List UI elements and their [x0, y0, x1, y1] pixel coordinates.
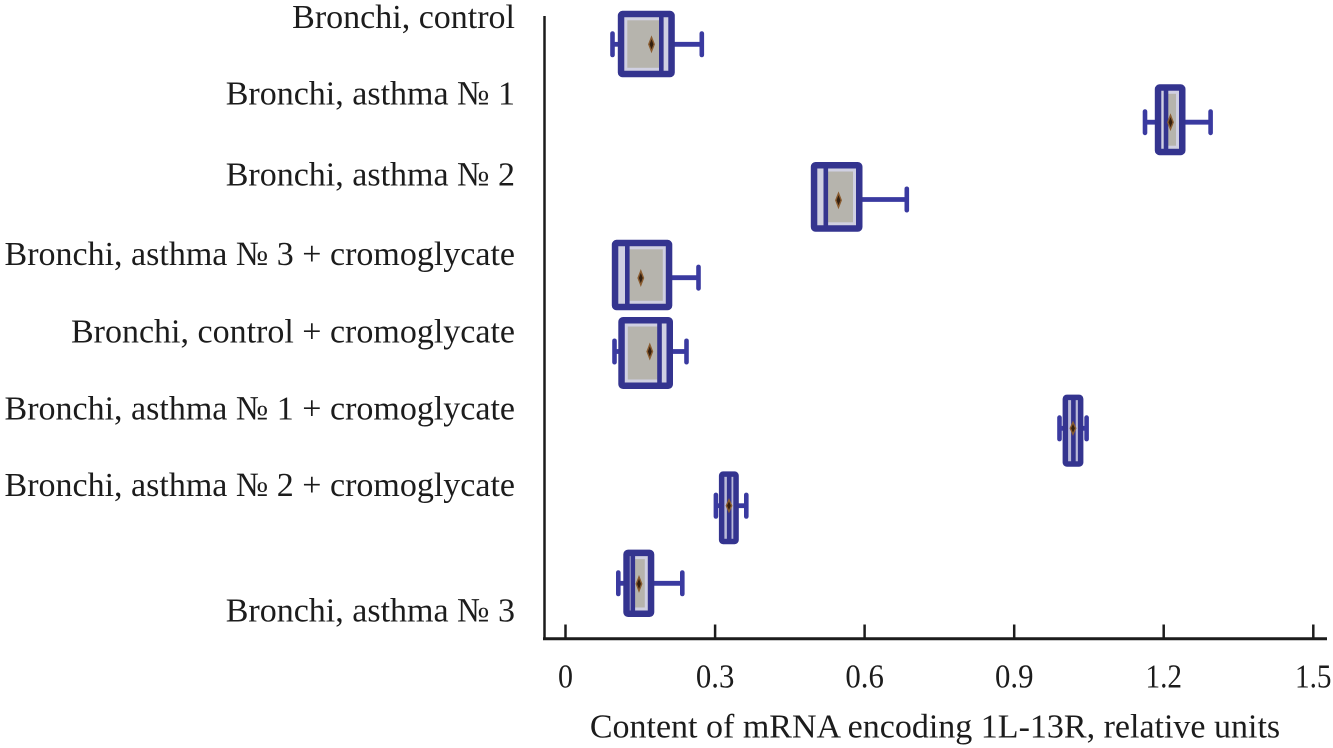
svg-text:Bronchi, asthma № 3 + cromogly: Bronchi, asthma № 3 + cromoglycate	[5, 236, 515, 273]
svg-text:1.5: 1.5	[1295, 659, 1332, 696]
svg-text:Bronchi, asthma № 3: Bronchi, asthma № 3	[226, 592, 515, 629]
svg-text:0: 0	[558, 659, 573, 696]
svg-text:0.9: 0.9	[995, 659, 1034, 696]
svg-text:1.2: 1.2	[1146, 659, 1183, 696]
svg-text:0.6: 0.6	[845, 659, 884, 696]
svg-text:Bronchi, asthma № 1 + cromogly: Bronchi, asthma № 1 + cromoglycate	[5, 390, 515, 427]
svg-text:Bronchi, control + cromoglycat: Bronchi, control + cromoglycate	[71, 313, 515, 350]
svg-text:Bronchi, asthma № 2 + cromogly: Bronchi, asthma № 2 + cromoglycate	[5, 467, 515, 504]
svg-text:Bronchi, asthma № 2: Bronchi, asthma № 2	[226, 156, 515, 193]
svg-text:Content of mRNA encoding 1L-13: Content of mRNA encoding 1L-13R, relativ…	[590, 708, 1280, 745]
svg-text:0.3: 0.3	[696, 659, 735, 696]
svg-text:Bronchi, asthma № 1: Bronchi, asthma № 1	[226, 75, 515, 112]
svg-text:Bronchi, control: Bronchi, control	[292, 0, 515, 36]
